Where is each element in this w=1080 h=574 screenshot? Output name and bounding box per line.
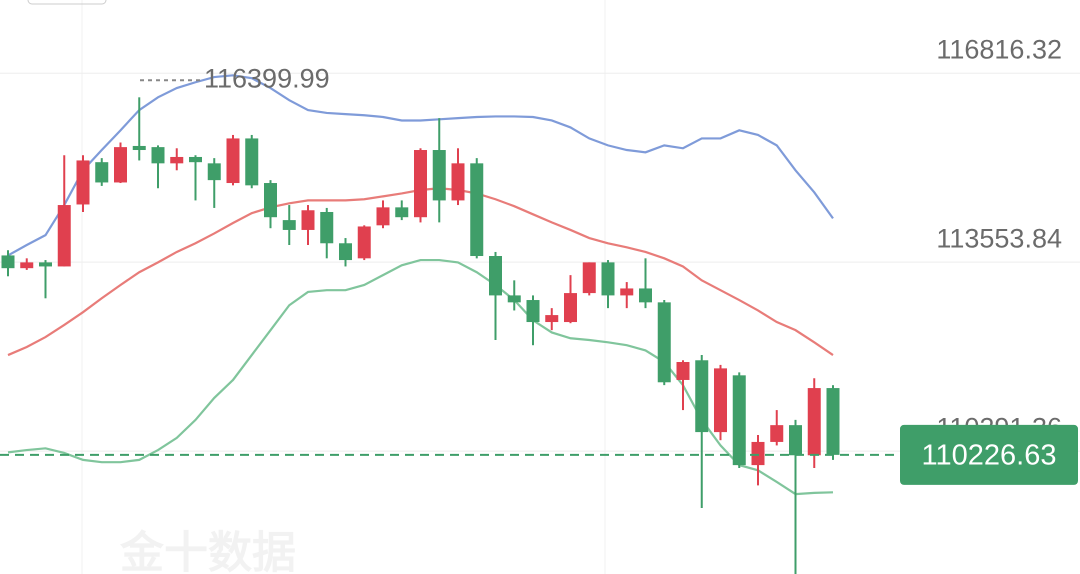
candle-body (320, 211, 334, 244)
candle-body (20, 262, 34, 269)
candle-body (376, 207, 390, 226)
candle-body (489, 256, 502, 296)
candle-body (39, 262, 52, 267)
candle-body (264, 183, 277, 218)
candle-body (95, 162, 109, 183)
candle-body (1, 255, 15, 269)
candle-body (282, 220, 296, 230)
candle-body (545, 315, 559, 323)
watermark: 金十数据 (119, 529, 296, 574)
y-tick-label: 113553.84 (936, 223, 1062, 253)
candle-body (751, 441, 765, 466)
candle-body (526, 300, 540, 323)
candle-body (676, 362, 690, 380)
last-price-label: 110226.63 (922, 440, 1057, 472)
candle-body (170, 156, 184, 164)
candle-body (132, 145, 146, 151)
candle-body (114, 147, 127, 183)
candle-body (301, 210, 315, 230)
candle-body (245, 138, 259, 186)
candle-body (657, 302, 671, 383)
candle-body (770, 425, 784, 442)
candle-body (807, 388, 821, 456)
candle-body (451, 163, 465, 201)
candle-body (639, 288, 652, 303)
candle-body (226, 138, 240, 184)
last-price-badge (900, 424, 1078, 485)
candle-body (620, 288, 634, 296)
top-box (27, 0, 107, 5)
candle-body (395, 207, 409, 218)
candle-body (507, 295, 521, 303)
candle-body (151, 147, 165, 164)
candle-body (339, 243, 352, 261)
candle-body (732, 375, 746, 466)
y-tick-label: 116816.32 (936, 34, 1062, 64)
band-line (7, 74, 834, 257)
candle-body (189, 156, 202, 163)
band-line (7, 258, 834, 496)
candle-body (432, 150, 446, 201)
candle-body (470, 163, 484, 257)
candle-body (601, 262, 615, 296)
candle-body (789, 425, 802, 456)
candle-body (414, 150, 427, 218)
candle-body (564, 293, 577, 323)
candle-body (57, 205, 71, 267)
candle-body (714, 368, 727, 433)
max-label: 116399.99 (204, 63, 330, 93)
candle-body (207, 163, 221, 181)
candle-body (76, 160, 90, 205)
candle-body (582, 262, 596, 294)
candle-body (357, 226, 371, 259)
candle-body (826, 388, 840, 455)
candle-body (695, 360, 709, 433)
